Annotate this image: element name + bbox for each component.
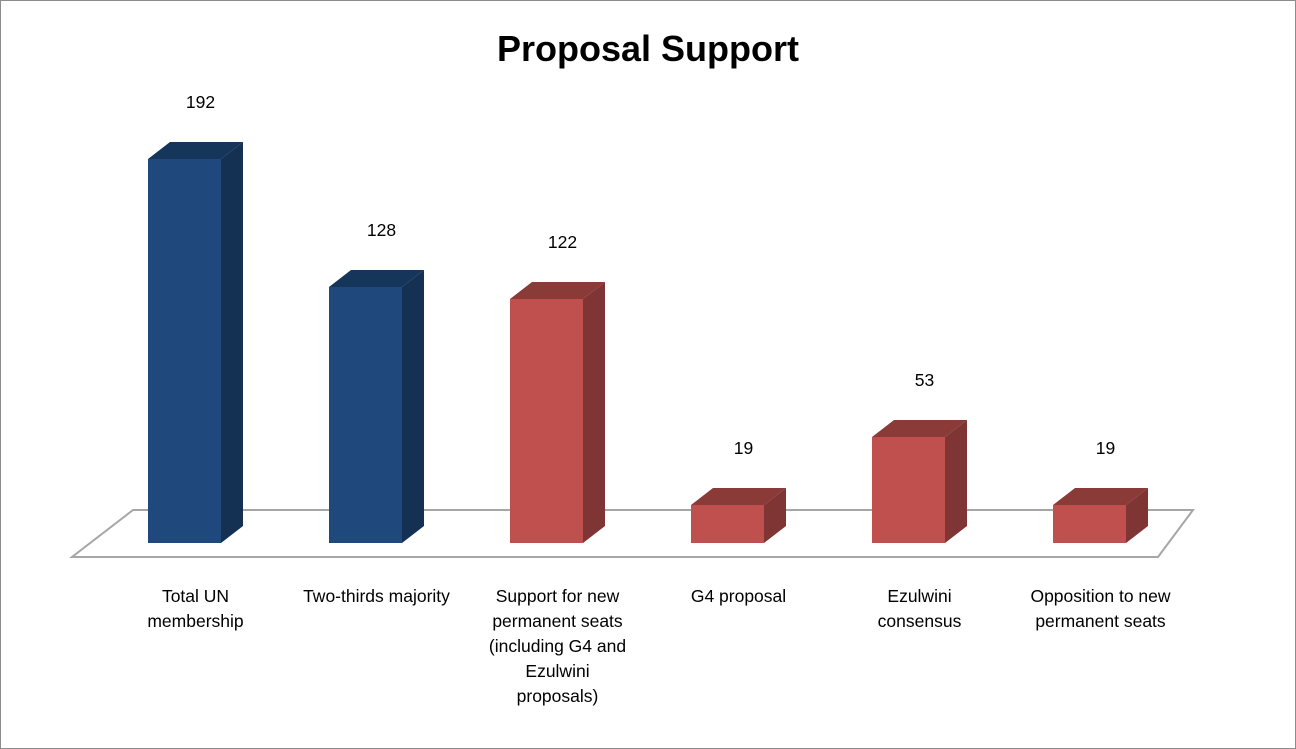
bar-side (221, 142, 243, 543)
bar-6 (1053, 488, 1148, 543)
bar-top (872, 420, 967, 437)
category-label: Ezulwini consensus (877, 586, 962, 631)
bar-top (510, 282, 605, 299)
chart-title: Proposal Support (496, 28, 799, 69)
data-label: 19 (1096, 438, 1115, 458)
value-label-group: 192 128 122 19 53 19 (186, 92, 1115, 458)
bar-top (329, 270, 424, 287)
bar-3 (510, 282, 605, 543)
bar-front (148, 159, 221, 543)
data-label: 128 (367, 220, 396, 240)
bar-top (691, 488, 786, 505)
category-label: Opposition to new permanent seats (1030, 586, 1171, 631)
bar-top (148, 142, 243, 159)
bar-1 (148, 142, 243, 543)
bar-front (1053, 505, 1126, 543)
data-label: 122 (548, 232, 577, 252)
category-label: Two-thirds majority (303, 586, 450, 606)
category-label: Total UN membership (147, 586, 244, 631)
bar-4 (691, 488, 786, 543)
bar-side (583, 282, 605, 543)
category-label: Support for new permanent seats (includi… (488, 586, 627, 706)
data-label: 192 (186, 92, 215, 112)
category-label: G4 proposal (690, 586, 787, 606)
bar-5 (872, 420, 967, 543)
bar-front (691, 505, 764, 543)
bar-side (764, 488, 786, 543)
bar-front (872, 437, 945, 543)
bar-top (1053, 488, 1148, 505)
bar-side (1126, 488, 1148, 543)
bar-2 (329, 270, 424, 543)
data-label: 19 (734, 438, 753, 458)
bar-group (148, 142, 1148, 543)
bar-side (945, 420, 967, 543)
bar-front (510, 299, 583, 543)
data-label: 53 (915, 370, 934, 390)
bar-side (402, 270, 424, 543)
bar-front (329, 287, 402, 543)
